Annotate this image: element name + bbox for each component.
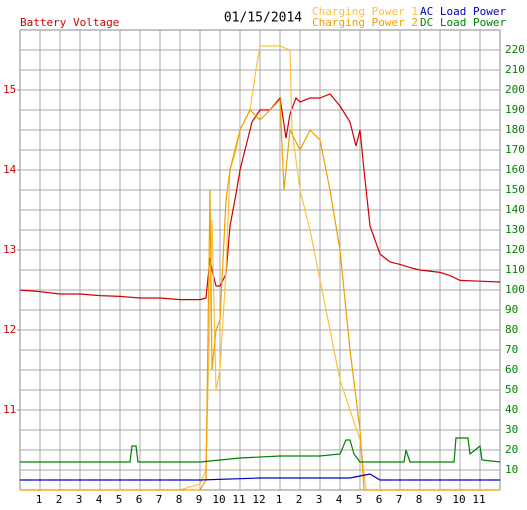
y-tick-label: 12	[3, 323, 16, 336]
chart-title: 01/15/2014	[224, 11, 302, 26]
series-line	[20, 45, 500, 491]
y2-tick-label: 220	[505, 43, 525, 56]
x-tick-label: 6	[376, 493, 383, 506]
y2-tick-label: 110	[505, 263, 525, 276]
x-tick-label: 7	[156, 493, 163, 506]
series-line	[20, 437, 501, 463]
x-tick-label: 11	[232, 493, 245, 506]
y2-tick-label: 160	[505, 163, 525, 176]
y-tick-label: 13	[3, 243, 16, 256]
y2-tick-label: 60	[505, 363, 518, 376]
y2-tick-label: 40	[505, 403, 518, 416]
x-tick-label: 9	[436, 493, 443, 506]
y2-tick-label: 130	[505, 223, 525, 236]
x-tick-label: 5	[356, 493, 363, 506]
y2-tick-label: 70	[505, 343, 518, 356]
x-tick-label: 4	[96, 493, 103, 506]
x-tick-label: 10	[212, 493, 225, 506]
x-tick-label: 6	[136, 493, 143, 506]
y2-tick-label: 140	[505, 203, 525, 216]
x-tick-label: 2	[296, 493, 303, 506]
legend-entry: DC Load Power	[420, 16, 506, 29]
y2-tick-label: 180	[505, 123, 525, 136]
y2-tick-label: 210	[505, 63, 525, 76]
legend-entry: Charging Power 2	[312, 16, 418, 29]
series-line	[20, 98, 500, 491]
x-tick-label: 5	[116, 493, 123, 506]
y2-tick-label: 150	[505, 183, 525, 196]
y-axis-label: Battery Voltage	[20, 16, 119, 29]
y2-tick-label: 80	[505, 323, 518, 336]
y2-tick-label: 20	[505, 443, 518, 456]
x-tick-label: 8	[416, 493, 423, 506]
x-tick-label: 8	[176, 493, 183, 506]
series-line	[19, 93, 501, 301]
x-tick-label: 3	[76, 493, 83, 506]
x-tick-label: 11	[472, 493, 485, 506]
legend-entry: AC Load Power	[420, 5, 506, 18]
x-tick-label: 1	[36, 493, 43, 506]
y-tick-label: 14	[3, 163, 17, 176]
y2-tick-label: 170	[505, 143, 525, 156]
x-tick-label: 3	[316, 493, 323, 506]
y2-tick-label: 100	[505, 283, 525, 296]
y2-tick-label: 190	[505, 103, 525, 116]
x-tick-label: 1	[276, 493, 283, 506]
y2-tick-label: 200	[505, 83, 525, 96]
y2-tick-label: 50	[505, 383, 518, 396]
series-line	[20, 473, 500, 481]
y2-tick-label: 90	[505, 303, 518, 316]
x-tick-label: 12	[252, 493, 265, 506]
y2-tick-label: 10	[505, 463, 518, 476]
x-tick-label: 4	[336, 493, 343, 506]
x-tick-label: 2	[56, 493, 63, 506]
y-tick-label: 11	[3, 403, 16, 416]
y2-tick-label: 120	[505, 243, 525, 256]
x-tick-label: 9	[196, 493, 203, 506]
y-tick-label: 15	[3, 83, 16, 96]
legend-entry: Charging Power 1	[312, 5, 418, 18]
x-tick-label: 10	[452, 493, 465, 506]
x-tick-label: 7	[396, 493, 403, 506]
y2-tick-label: 30	[505, 423, 518, 436]
